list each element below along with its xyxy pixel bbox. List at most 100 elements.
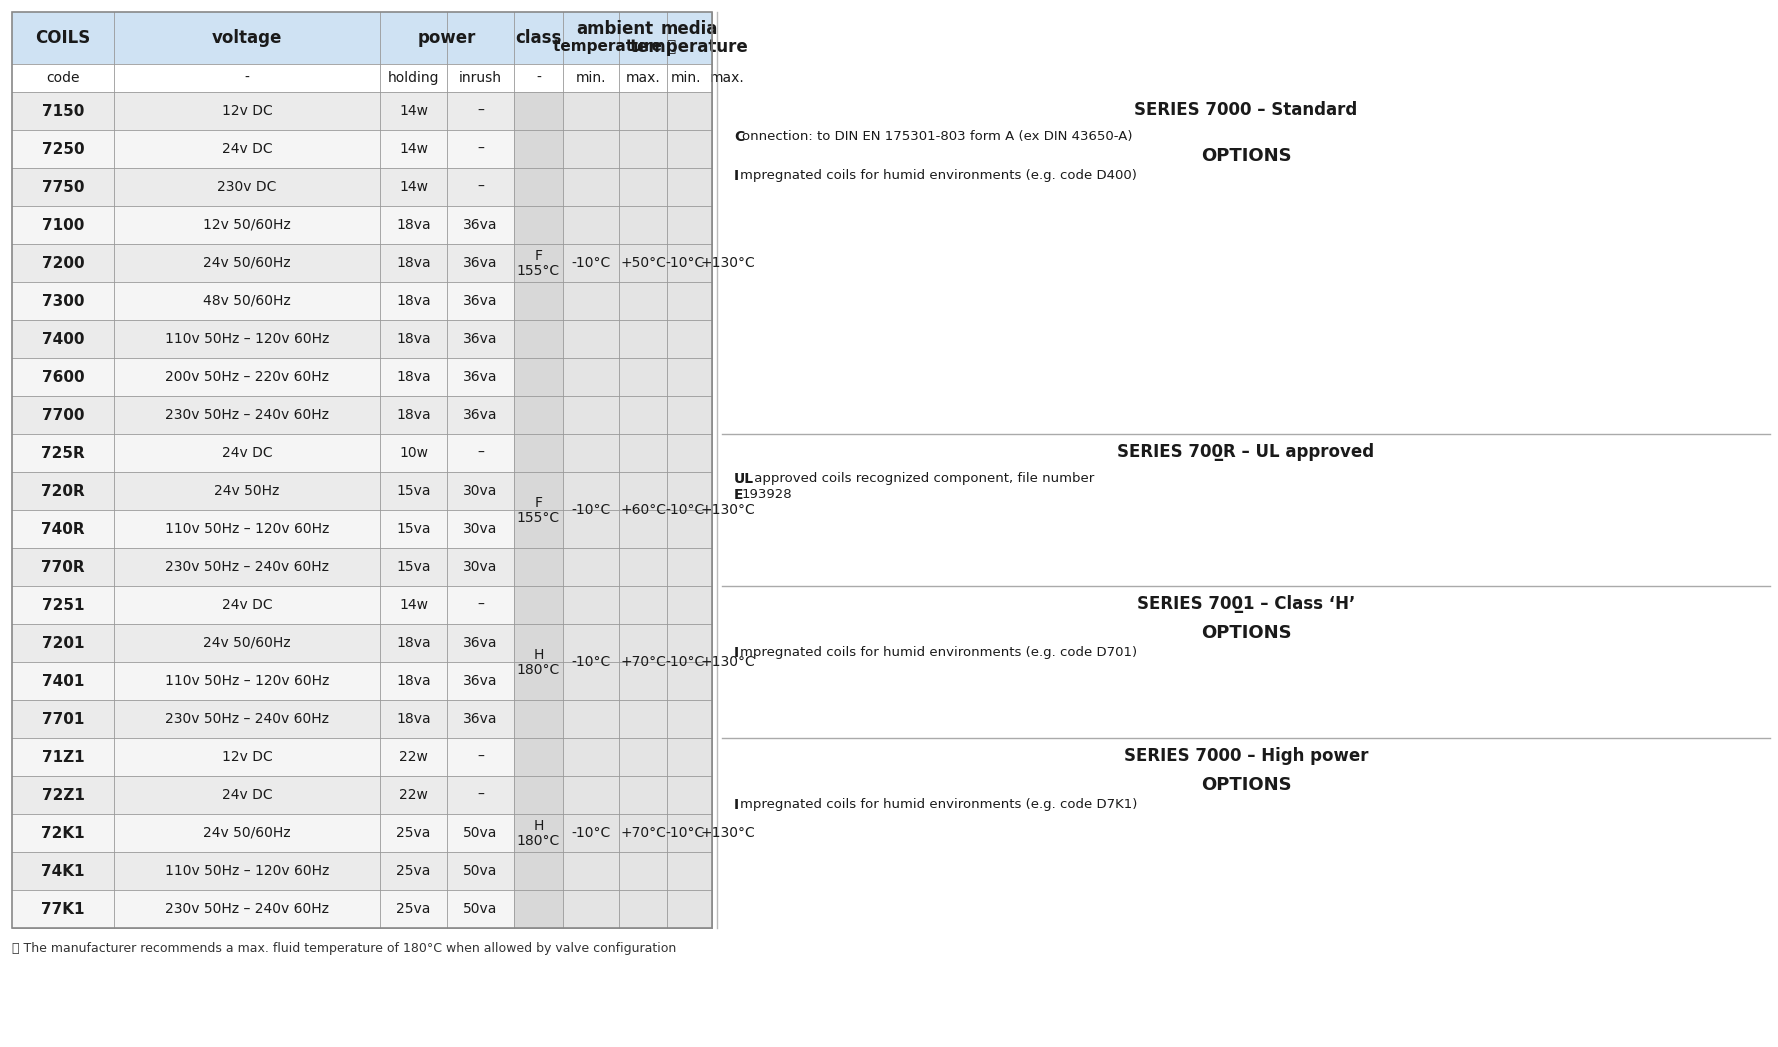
Text: 25va: 25va xyxy=(396,826,430,840)
Text: 720R: 720R xyxy=(41,484,85,498)
Text: OPTIONS: OPTIONS xyxy=(1200,624,1291,642)
Bar xyxy=(12,510,711,548)
Text: mpregnated coils for humid environments (e.g. code D701): mpregnated coils for humid environments … xyxy=(740,646,1138,659)
Text: 10w: 10w xyxy=(398,446,428,460)
Text: I: I xyxy=(734,646,740,660)
Text: +70°C: +70°C xyxy=(621,655,667,669)
Text: 25va: 25va xyxy=(396,903,430,916)
Text: 74K1: 74K1 xyxy=(41,864,85,878)
Text: 740R: 740R xyxy=(41,521,85,536)
Text: 230v DC: 230v DC xyxy=(217,180,277,194)
Text: 24v 50Hz: 24v 50Hz xyxy=(215,484,279,498)
Bar xyxy=(12,776,711,814)
Text: 18va: 18va xyxy=(396,257,430,270)
Text: -10°C: -10°C xyxy=(667,826,706,840)
Text: temperature: temperature xyxy=(629,38,749,55)
Text: H: H xyxy=(533,648,544,662)
Text: –: – xyxy=(477,598,484,612)
Text: 7600: 7600 xyxy=(41,370,84,384)
Text: 25va: 25va xyxy=(396,864,430,878)
Text: 24v DC: 24v DC xyxy=(222,598,272,612)
Bar xyxy=(12,130,711,168)
Bar xyxy=(564,738,711,928)
Text: 193928: 193928 xyxy=(741,488,793,502)
Text: 15va: 15va xyxy=(396,484,430,498)
Text: 24v 50/60Hz: 24v 50/60Hz xyxy=(203,257,292,270)
Text: -10°C: -10°C xyxy=(571,503,610,517)
Text: max.: max. xyxy=(709,71,745,85)
Text: 12v DC: 12v DC xyxy=(222,104,272,118)
Text: 110v 50Hz – 120v 60Hz: 110v 50Hz – 120v 60Hz xyxy=(165,864,329,878)
Text: C: C xyxy=(734,130,745,144)
Text: 14w: 14w xyxy=(398,180,428,194)
Bar xyxy=(12,472,711,510)
Text: +50°C: +50°C xyxy=(621,257,667,270)
Text: 155°C: 155°C xyxy=(517,264,560,279)
Bar xyxy=(12,168,711,206)
Text: 230v 50Hz – 240v 60Hz: 230v 50Hz – 240v 60Hz xyxy=(165,408,329,422)
Text: 24v 50/60Hz: 24v 50/60Hz xyxy=(203,636,292,650)
Text: 15va: 15va xyxy=(396,560,430,574)
Bar xyxy=(564,92,711,435)
Text: 110v 50Hz – 120v 60Hz: 110v 50Hz – 120v 60Hz xyxy=(165,522,329,536)
Text: 155°C: 155°C xyxy=(517,511,560,525)
Text: 36va: 36va xyxy=(464,408,498,422)
Text: 7251: 7251 xyxy=(41,598,84,612)
Text: +130°C: +130°C xyxy=(701,655,756,669)
Text: 50va: 50va xyxy=(464,903,498,916)
Text: –: – xyxy=(477,180,484,194)
Text: 12v 50/60Hz: 12v 50/60Hz xyxy=(203,218,292,232)
Text: 71Z1: 71Z1 xyxy=(41,750,84,764)
Text: max.: max. xyxy=(626,71,660,85)
Text: holding: holding xyxy=(388,71,439,85)
Text: min.: min. xyxy=(576,71,606,85)
Text: 30va: 30va xyxy=(464,522,498,536)
Text: -: - xyxy=(245,71,249,85)
Text: 7700: 7700 xyxy=(41,407,84,423)
Text: 7250: 7250 xyxy=(41,141,84,156)
Text: +130°C: +130°C xyxy=(701,257,756,270)
Bar xyxy=(514,92,564,435)
Bar xyxy=(12,738,711,776)
Bar xyxy=(12,64,711,92)
Text: 36va: 36va xyxy=(464,674,498,688)
Text: 36va: 36va xyxy=(464,370,498,384)
Text: 24v DC: 24v DC xyxy=(222,788,272,802)
Bar xyxy=(12,358,711,396)
Text: 230v 50Hz – 240v 60Hz: 230v 50Hz – 240v 60Hz xyxy=(165,560,329,574)
Text: 36va: 36va xyxy=(464,332,498,346)
Bar xyxy=(514,586,564,738)
Bar xyxy=(12,206,711,244)
Text: –: – xyxy=(477,142,484,156)
Text: SERIES 700̲R – UL approved: SERIES 700̲R – UL approved xyxy=(1117,443,1374,461)
Bar xyxy=(12,700,711,738)
Bar xyxy=(12,548,711,586)
Text: 14w: 14w xyxy=(398,104,428,118)
Text: 48v 50/60Hz: 48v 50/60Hz xyxy=(203,294,292,308)
Text: OPTIONS: OPTIONS xyxy=(1200,147,1291,165)
Text: ambient: ambient xyxy=(576,20,654,38)
Text: F: F xyxy=(535,249,542,263)
Text: F: F xyxy=(535,496,542,510)
Text: -10°C: -10°C xyxy=(571,655,610,669)
Text: 180°C: 180°C xyxy=(517,834,560,848)
Text: 22w: 22w xyxy=(398,750,428,764)
Text: 18va: 18va xyxy=(396,218,430,232)
Text: temperature Ⓘ: temperature Ⓘ xyxy=(553,40,677,54)
Text: I: I xyxy=(734,169,740,183)
Text: 24v DC: 24v DC xyxy=(222,142,272,156)
Text: –: – xyxy=(477,104,484,118)
Text: 7201: 7201 xyxy=(41,636,84,650)
Text: 77K1: 77K1 xyxy=(41,901,85,916)
Text: 14w: 14w xyxy=(398,598,428,612)
Text: -10°C: -10°C xyxy=(667,655,706,669)
Bar xyxy=(564,586,711,738)
Text: –: – xyxy=(477,788,484,802)
Text: power: power xyxy=(418,29,477,47)
Text: 22w: 22w xyxy=(398,788,428,802)
Text: 24v DC: 24v DC xyxy=(222,446,272,460)
Text: +130°C: +130°C xyxy=(701,826,756,840)
Bar xyxy=(12,396,711,435)
Text: 36va: 36va xyxy=(464,712,498,726)
Text: 72Z1: 72Z1 xyxy=(41,787,84,802)
